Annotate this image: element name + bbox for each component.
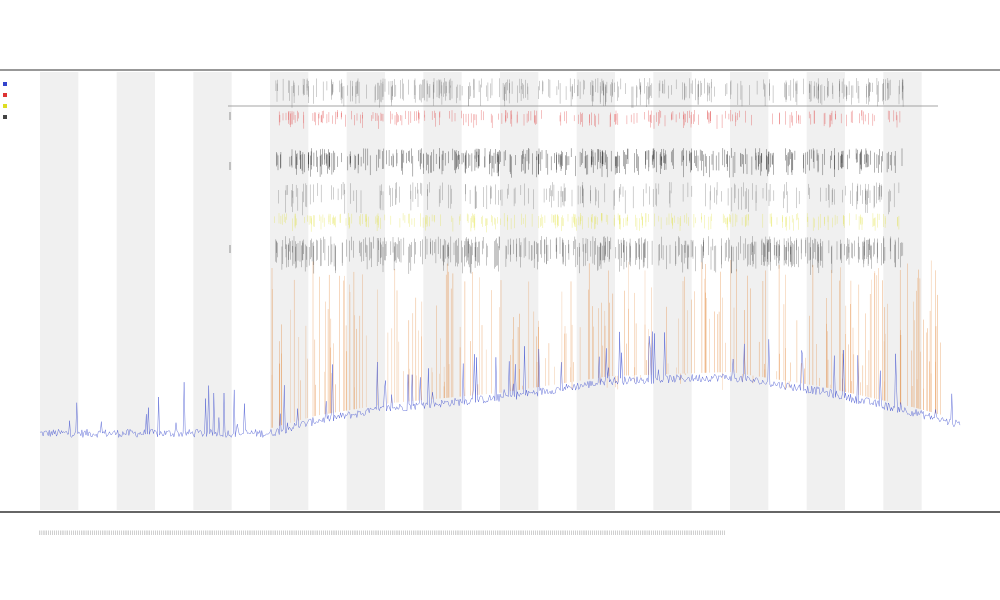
gray-band [500, 72, 539, 510]
orange-spike-series [271, 260, 941, 428]
gray-band [423, 72, 462, 510]
legend-item [3, 78, 17, 89]
gray-band [806, 72, 845, 510]
gray-band [576, 72, 615, 510]
legend [3, 78, 17, 122]
legend-swatch [3, 81, 7, 86]
gray-band [40, 72, 79, 510]
gray-band [193, 72, 232, 510]
legend-item [3, 89, 17, 100]
legend-swatch [3, 92, 7, 97]
event-rows [229, 78, 904, 275]
blue-signal-series [39, 331, 961, 439]
gray-band [346, 72, 385, 510]
gray-band [116, 72, 155, 510]
gray-band [883, 72, 922, 510]
gray-band [270, 72, 309, 510]
legend-item [3, 111, 17, 122]
blue-signal-line [39, 331, 961, 439]
x-tick-labels: ||||||||||||||||||||||||||||||||||||||||… [38, 530, 725, 535]
legend-swatch [3, 103, 7, 108]
gray-band [653, 72, 692, 510]
gray-band [730, 72, 769, 510]
background-bands [40, 72, 922, 510]
legend-swatch [3, 114, 7, 119]
legend-item [3, 100, 17, 111]
